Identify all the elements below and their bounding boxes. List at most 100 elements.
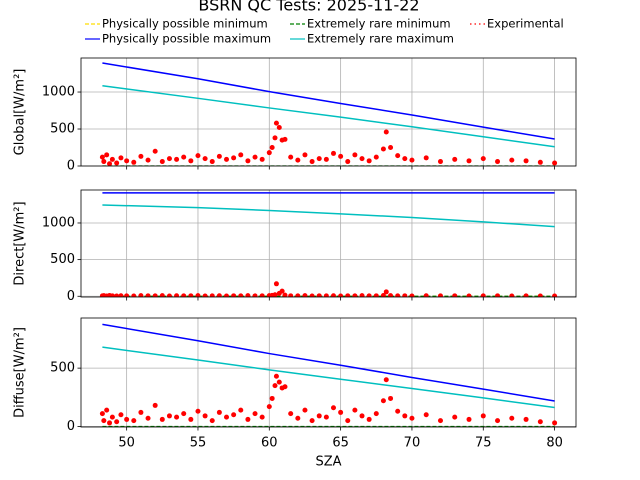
data-point [216,153,222,159]
data-point [195,153,201,159]
data-point [466,416,472,422]
data-point [282,136,288,142]
data-point [124,158,130,164]
data-point [279,288,285,294]
data-point [166,413,172,419]
data-point [452,156,458,162]
data-point [437,159,443,165]
data-point [266,150,272,156]
data-point [323,414,329,420]
data-point [245,293,251,297]
data-point [224,293,230,297]
data-point [373,293,379,297]
legend-label: Physically possible minimum [102,17,268,31]
data-point [480,293,486,297]
data-point [402,156,408,162]
data-point [202,293,208,297]
data-point [402,293,408,297]
data-point [118,293,124,297]
data-point [495,293,501,297]
data-point [383,129,389,135]
data-point [345,159,351,165]
data-point [145,157,151,163]
data-point [202,413,208,419]
data-point [209,293,215,297]
axes-frame [80,317,577,428]
data-point [330,293,336,297]
data-point [466,293,472,297]
data-point [101,159,107,165]
data-point [209,418,215,424]
data-point [316,413,322,419]
data-point [181,154,187,160]
y-tick-label: 1000 [42,215,75,230]
data-point [195,408,201,414]
data-point [345,418,351,424]
plot-area [99,192,558,297]
data-point [495,418,501,424]
plot-area [99,323,558,427]
data-point [152,402,158,408]
data-point [181,293,187,297]
legend-label: Extremely rare minimum [307,17,451,31]
data-point [359,413,365,419]
data-point [282,292,288,297]
data-point [224,156,230,162]
data-point [252,154,258,160]
x-tick-label: 70 [404,436,421,451]
data-point [302,152,308,158]
data-point [316,293,322,297]
data-point [380,398,386,404]
data-point [166,293,172,297]
series-line [102,323,555,402]
data-point [537,419,543,425]
data-point [202,156,208,162]
data-point [409,157,415,163]
data-point [101,418,107,424]
data-point [352,407,358,413]
data-point [107,161,113,166]
data-point [138,409,144,415]
data-point [109,293,115,297]
data-point [452,414,458,420]
data-point [480,156,486,162]
data-point [259,414,265,420]
data-point [316,156,322,162]
data-point [338,293,344,297]
y-tick-label: 500 [50,252,75,267]
series-line [102,62,555,140]
data-point [166,156,172,162]
data-point [523,158,529,164]
data-point [423,293,429,297]
data-point [216,293,222,297]
data-point [231,412,237,418]
legend-label: Extremely rare maximum [307,32,454,46]
data-point [124,416,130,422]
data-point [159,159,165,165]
data-point [216,409,222,415]
data-point [272,135,278,141]
data-point [231,293,237,297]
data-point [269,145,275,151]
data-point [330,150,336,156]
data-point [138,293,144,297]
data-point [388,395,394,401]
data-point [295,293,301,297]
data-point [388,145,394,151]
data-point [152,293,158,297]
x-tick-label: 60 [261,436,278,451]
data-point [231,155,237,161]
data-point [509,415,515,421]
x-tick-label: 50 [118,436,135,451]
data-point [238,293,244,297]
data-point [323,293,329,297]
data-point [145,415,151,421]
plot-area [99,62,558,166]
data-point [309,418,315,424]
series-line [102,84,555,148]
data-point [245,158,251,164]
data-point [259,156,265,162]
data-point [523,293,529,297]
data-point [114,293,120,297]
data-point [109,156,115,162]
